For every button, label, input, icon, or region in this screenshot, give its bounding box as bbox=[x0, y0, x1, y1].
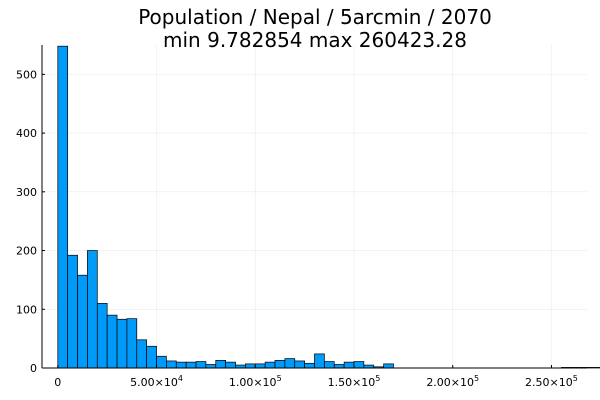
histogram-bar bbox=[185, 361, 197, 369]
histogram-bar bbox=[146, 345, 157, 369]
histogram-bar bbox=[175, 361, 187, 369]
x-tick-label: 0 bbox=[54, 376, 61, 389]
histogram-bar bbox=[264, 361, 276, 369]
tick-labels: 0 100 200 300 400 500 0 5.00×104 1.00×105 1.50×10… bbox=[16, 68, 578, 389]
x-tick-label: 5.00×104 bbox=[130, 374, 183, 389]
x-tick-label: 2.00×105 bbox=[426, 374, 479, 389]
histogram-bar bbox=[343, 361, 355, 369]
histogram-bar bbox=[205, 364, 217, 369]
histogram-bar bbox=[353, 361, 365, 369]
histogram-bar bbox=[304, 362, 315, 369]
histogram-bar bbox=[156, 355, 167, 369]
histogram-bar bbox=[77, 274, 88, 369]
histogram-bar bbox=[136, 339, 148, 369]
histogram-bar bbox=[274, 360, 286, 369]
histogram-bar bbox=[284, 358, 296, 369]
y-tick-label: 400 bbox=[16, 127, 37, 140]
x-tick-label: 2.50×105 bbox=[525, 374, 578, 389]
y-tick-label: 100 bbox=[16, 303, 37, 316]
histogram-bar bbox=[333, 364, 345, 369]
histogram-bars bbox=[57, 45, 600, 369]
chart-title-line-1: Population / Nepal / 5arcmin / 2070 bbox=[138, 5, 492, 29]
histogram-bar bbox=[126, 318, 138, 369]
chart-title-line-2: min 9.782854 max 260423.28 bbox=[163, 28, 467, 52]
histogram-bar bbox=[294, 360, 305, 369]
y-tick-label: 500 bbox=[16, 68, 37, 81]
histogram-bar bbox=[590, 367, 600, 369]
histogram-bar bbox=[57, 45, 69, 369]
y-tick-label: 0 bbox=[30, 362, 37, 375]
histogram-bar bbox=[215, 360, 226, 369]
histogram-bar bbox=[195, 361, 207, 369]
histogram-bar bbox=[67, 254, 78, 369]
axes bbox=[41, 45, 587, 369]
x-tick-label: 1.00×105 bbox=[229, 374, 282, 389]
y-tick-label: 300 bbox=[16, 186, 37, 199]
histogram-bar bbox=[106, 314, 118, 369]
histogram-bar bbox=[383, 363, 394, 369]
histogram-bar bbox=[116, 318, 128, 369]
y-tick-label: 200 bbox=[16, 245, 37, 258]
histogram-bar bbox=[166, 360, 177, 369]
histogram-bar bbox=[87, 250, 98, 369]
histogram-bar bbox=[96, 303, 108, 369]
histogram-bar bbox=[314, 353, 325, 369]
x-tick-label: 1.50×105 bbox=[328, 374, 381, 389]
histogram-bar bbox=[245, 363, 256, 369]
histogram-bar bbox=[324, 361, 335, 369]
histogram-bar bbox=[254, 363, 266, 369]
histogram-bar bbox=[225, 361, 236, 369]
